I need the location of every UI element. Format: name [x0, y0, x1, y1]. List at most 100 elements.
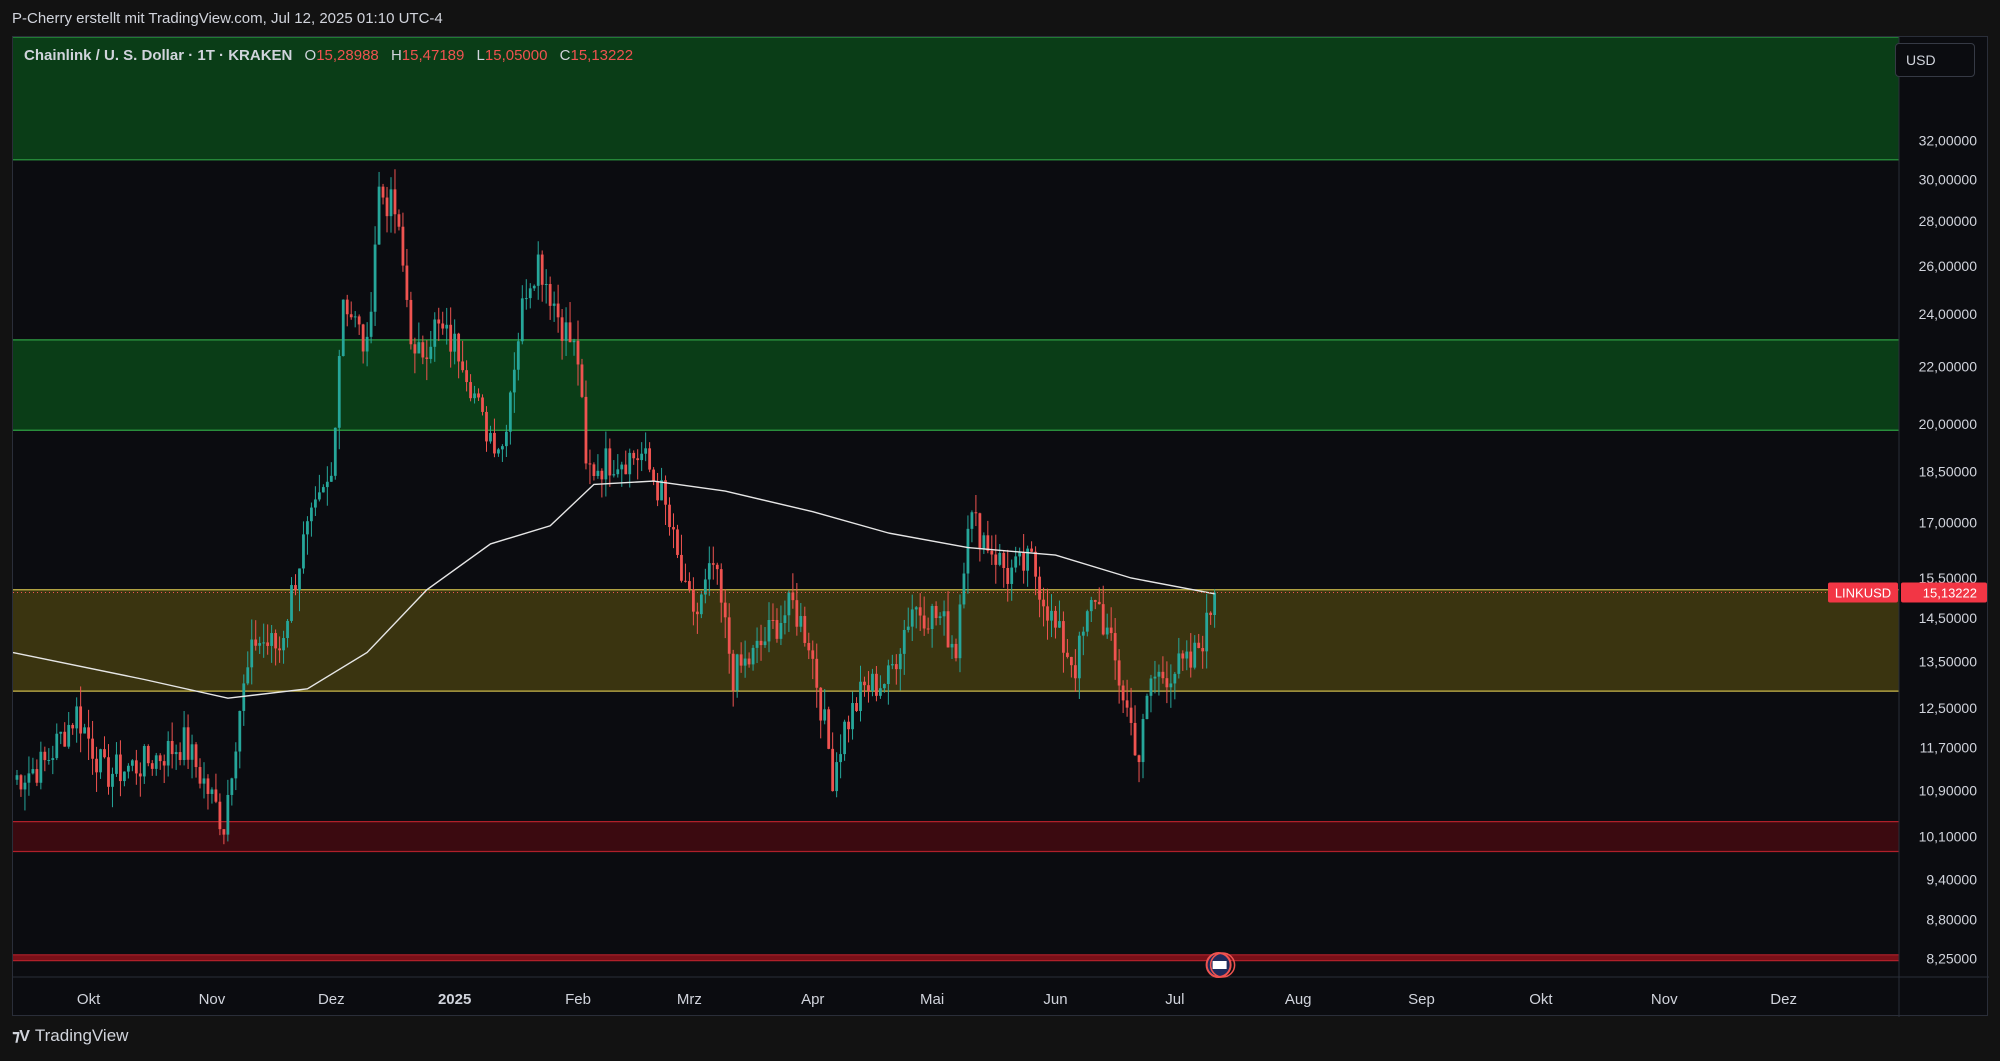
candle-body — [839, 754, 843, 763]
candle-body — [294, 585, 297, 591]
candle-body — [528, 288, 532, 299]
candle-body — [274, 633, 278, 649]
candle-body — [341, 299, 345, 357]
candle-body — [190, 744, 194, 760]
candle-body — [640, 453, 644, 461]
candle-body — [425, 357, 429, 359]
candle-body — [954, 643, 958, 659]
currency-button[interactable]: USD — [1895, 43, 1975, 77]
candle-body — [699, 594, 703, 615]
candle-body — [958, 604, 962, 659]
candle-body — [445, 324, 449, 329]
candle-body — [867, 685, 870, 692]
candle-body — [51, 758, 55, 760]
candle-body — [1137, 755, 1141, 763]
candle-body — [457, 333, 461, 362]
candle-body — [938, 616, 942, 619]
footer-brand[interactable]: ⁊V TradingView — [12, 1026, 128, 1046]
candle-body — [365, 336, 369, 352]
time-tick-label: Jul — [1165, 991, 1184, 1008]
flag-stripes — [1212, 961, 1227, 969]
candle-body — [381, 186, 385, 198]
candle-body — [1054, 610, 1057, 628]
candle-body — [142, 746, 146, 777]
candle-body — [1109, 627, 1113, 634]
candle-body — [469, 382, 472, 399]
candle-body — [767, 619, 771, 642]
candle-body — [970, 512, 974, 529]
candle-body — [103, 749, 106, 758]
open-label: O — [304, 47, 317, 64]
candle-body — [437, 319, 441, 324]
candle-body — [433, 319, 437, 347]
candle-body — [863, 681, 866, 686]
candle-body — [441, 323, 445, 329]
candle-body — [1006, 567, 1010, 584]
candle-body — [31, 769, 35, 774]
candle-body — [616, 469, 620, 475]
candle-body — [321, 487, 325, 493]
candle-body — [79, 706, 83, 734]
candle-body — [429, 346, 433, 359]
candle-body — [520, 298, 524, 342]
candle-body — [501, 446, 504, 450]
time-tick-label: Apr — [801, 991, 824, 1008]
candle-body — [306, 521, 309, 535]
candle-body — [688, 581, 691, 590]
candle-body — [799, 616, 803, 627]
price-tick-label: 20,00000 — [1919, 416, 1978, 432]
candle-body — [727, 617, 731, 654]
chart-frame[interactable]: 32,00000 30,00000 28,00000 26,00000 24,00000… — [12, 36, 1989, 1017]
candle-body — [584, 396, 588, 464]
candle-body — [656, 481, 659, 501]
candle-body — [592, 464, 596, 476]
candle-body — [831, 748, 835, 792]
chart-attribution: P-Cherry erstellt mit TradingView.com, J… — [12, 10, 443, 27]
candle-body — [811, 650, 815, 659]
candle-body — [791, 592, 795, 601]
candle-body — [950, 643, 954, 648]
candle-body — [1181, 653, 1185, 659]
candle-body — [461, 361, 465, 371]
candle-body — [453, 333, 457, 352]
candle-body — [361, 324, 365, 352]
candle-body — [130, 760, 134, 766]
candlestick-chart[interactable]: 32,00000 30,00000 28,00000 26,00000 24,00000… — [13, 37, 1989, 1017]
candle-body — [827, 709, 831, 749]
candle-body — [1121, 685, 1125, 701]
candle-body — [481, 397, 484, 412]
candle-body — [1066, 652, 1069, 657]
candle-body — [202, 778, 206, 784]
candle-body — [946, 611, 950, 648]
time-tick-label: Mai — [920, 991, 944, 1008]
candle-body — [910, 609, 914, 627]
candle-body — [855, 703, 858, 711]
candle-body — [1089, 600, 1093, 612]
candle-body — [489, 432, 492, 442]
candle-body — [377, 186, 381, 245]
candle-body — [166, 740, 170, 766]
candle-body — [922, 615, 926, 629]
candle-body — [596, 470, 600, 476]
candle-body — [234, 751, 238, 779]
time-tick-label: Dez — [318, 991, 345, 1008]
candle-body — [942, 611, 946, 617]
candle-body — [1077, 635, 1081, 679]
candle-body — [886, 665, 890, 685]
candle-body — [743, 658, 747, 666]
candle-body — [998, 553, 1002, 565]
candle-body — [1069, 656, 1073, 666]
candle-body — [1213, 592, 1217, 616]
candle-body — [628, 452, 632, 475]
price-tick-label: 9,40000 — [1926, 872, 1977, 888]
candle-body — [317, 492, 321, 500]
candle-body — [329, 475, 333, 482]
price-tick-label: 12,50000 — [1919, 700, 1978, 716]
candle-body — [890, 664, 894, 666]
candle-body — [926, 628, 930, 630]
candle-body — [1189, 651, 1193, 668]
candle-body — [636, 458, 640, 461]
candle-body — [254, 639, 258, 646]
symbol-name[interactable]: Chainlink / U. S. Dollar · 1T · KRAKEN — [24, 47, 293, 64]
candle-body — [75, 706, 79, 729]
